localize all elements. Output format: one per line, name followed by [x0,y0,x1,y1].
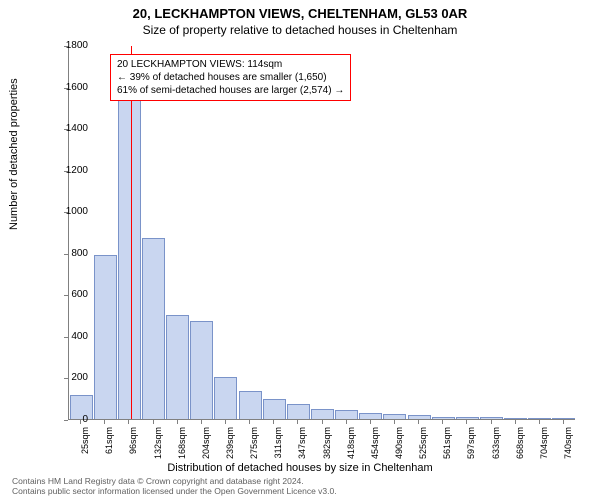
x-tick-mark [128,420,129,424]
histogram-bar [287,404,310,419]
histogram-bar [528,418,551,419]
x-tick-mark [442,420,443,424]
y-tick-label: 1800 [48,40,88,51]
x-tick-mark [539,420,540,424]
x-tick-label: 168sqm [177,427,187,467]
histogram-bar [142,238,165,419]
x-tick-mark [297,420,298,424]
histogram-bar [335,410,358,419]
x-tick-label: 740sqm [563,427,573,467]
y-tick-label: 1000 [48,206,88,217]
chart-plot-area: 20 LECKHAMPTON VIEWS: 114sqm ← 39% of de… [68,46,575,420]
x-tick-label: 633sqm [491,427,501,467]
y-tick-label: 200 [48,372,88,383]
y-axis-label: Number of detached properties [8,78,20,230]
x-tick-label: 525sqm [418,427,428,467]
x-tick-mark [249,420,250,424]
property-marker-line [131,46,132,419]
y-tick-label: 1200 [48,165,88,176]
x-tick-mark [515,420,516,424]
histogram-bar [456,417,479,419]
histogram-bar [263,399,286,419]
annotation-line-1: 20 LECKHAMPTON VIEWS: 114sqm [117,58,344,71]
x-tick-mark [466,420,467,424]
x-tick-mark [322,420,323,424]
x-tick-label: 561sqm [442,427,452,467]
x-tick-label: 668sqm [515,427,525,467]
x-tick-label: 490sqm [394,427,404,467]
chart-title: 20, LECKHAMPTON VIEWS, CHELTENHAM, GL53 … [0,0,600,21]
histogram-bar [214,377,237,419]
x-tick-label: 25sqm [80,427,90,467]
x-tick-label: 61sqm [104,427,114,467]
x-tick-mark [201,420,202,424]
x-tick-mark [225,420,226,424]
x-tick-mark [370,420,371,424]
x-tick-label: 96sqm [128,427,138,467]
histogram-bar [94,255,117,419]
x-tick-mark [177,420,178,424]
x-tick-label: 597sqm [466,427,476,467]
x-tick-mark [563,420,564,424]
x-tick-label: 275sqm [249,427,259,467]
x-tick-mark [346,420,347,424]
x-tick-mark [491,420,492,424]
y-tick-mark [64,254,68,255]
histogram-bar [408,415,431,419]
footer-line-1: Contains HM Land Registry data © Crown c… [12,476,337,486]
y-tick-label: 0 [48,414,88,425]
y-tick-mark [64,129,68,130]
histogram-bar [118,75,141,419]
histogram-bar [504,418,527,419]
histogram-bar [239,391,262,419]
histogram-bar [552,418,575,419]
y-tick-mark [64,337,68,338]
annotation-line-3: 61% of semi-detached houses are larger (… [117,84,344,97]
histogram-bar [432,417,455,419]
x-tick-label: 704sqm [539,427,549,467]
footer-line-2: Contains public sector information licen… [12,486,337,496]
x-tick-mark [394,420,395,424]
histogram-bar [190,321,213,419]
annotation-line-2: ← 39% of detached houses are smaller (1,… [117,71,344,84]
x-tick-label: 382sqm [322,427,332,467]
x-tick-label: 418sqm [346,427,356,467]
histogram-bar [383,414,406,419]
x-tick-label: 311sqm [273,427,283,467]
histogram-bar [166,315,189,419]
x-tick-label: 132sqm [153,427,163,467]
y-tick-label: 400 [48,331,88,342]
histogram-bar [359,413,382,419]
y-tick-mark [64,171,68,172]
y-tick-mark [64,295,68,296]
x-tick-mark [273,420,274,424]
x-tick-label: 347sqm [297,427,307,467]
x-tick-label: 454sqm [370,427,380,467]
histogram-bar [480,417,503,419]
y-tick-mark [64,46,68,47]
x-tick-mark [104,420,105,424]
y-tick-label: 600 [48,289,88,300]
y-tick-mark [64,420,68,421]
x-tick-label: 204sqm [201,427,211,467]
plot-region [68,46,575,420]
x-tick-mark [80,420,81,424]
x-tick-mark [153,420,154,424]
property-annotation: 20 LECKHAMPTON VIEWS: 114sqm ← 39% of de… [110,54,351,101]
x-tick-mark [418,420,419,424]
histogram-bar [311,409,334,419]
chart-subtitle: Size of property relative to detached ho… [0,21,600,37]
y-tick-mark [64,378,68,379]
y-tick-label: 1400 [48,123,88,134]
y-tick-label: 1600 [48,82,88,93]
y-tick-label: 800 [48,248,88,259]
y-tick-mark [64,212,68,213]
y-tick-mark [64,88,68,89]
x-tick-label: 239sqm [225,427,235,467]
footer-attribution: Contains HM Land Registry data © Crown c… [12,476,337,496]
